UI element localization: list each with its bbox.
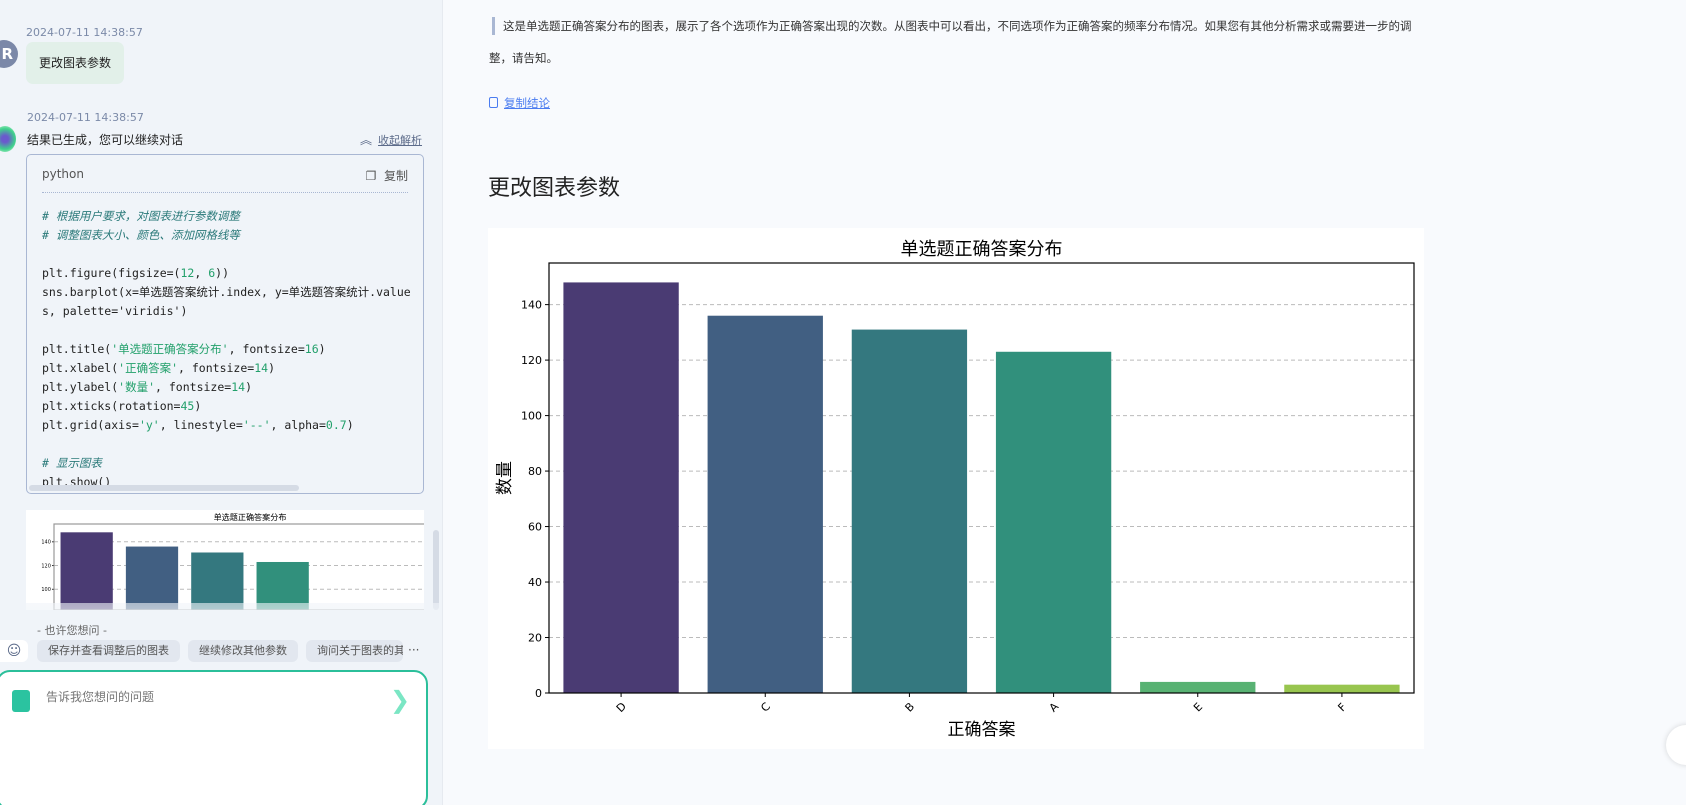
chart: 单选题正确答案分布 0 20 40 60 80 100 120 140 D C B A E F 正确答案 数量 xyxy=(488,228,1424,749)
bar-B xyxy=(191,552,244,610)
chat-panel: 2024-07-11 14:38:57 R 更改图表参数 2024-07-11 … xyxy=(0,0,443,805)
copy-code-button[interactable]: ❐ 复制 xyxy=(366,167,408,184)
copy-conclusion-label: 复制结论 xyxy=(504,96,550,110)
code-line: plt.xticks(rotation=45) xyxy=(42,399,202,413)
bar-D xyxy=(60,532,113,610)
chart-thumbnail[interactable]: 单选题正确答案分布 100 120 140 xyxy=(26,510,424,610)
chart-title: 单选题正确答案分布 xyxy=(214,512,287,522)
bar-chart-svg: 单选题正确答案分布 0 20 40 60 80 100 120 140 D C B A E F 正确答案 数量 xyxy=(495,239,1415,740)
plot-frame xyxy=(53,523,424,610)
code-line xyxy=(42,321,412,340)
code-block: python ❐ 复制 # 根据用户要求，对图表进行参数调整 # 调整图表大小、颜… xyxy=(26,154,424,494)
suggestion-chip[interactable]: 继续修改其他参数 xyxy=(188,640,298,662)
x-tick-label: B xyxy=(903,700,918,715)
bar-F xyxy=(1284,684,1400,693)
more-suggestions-icon[interactable]: ··· xyxy=(408,643,420,657)
bar-E xyxy=(1140,681,1256,693)
section-title: 更改图表参数 xyxy=(488,176,621,201)
y-tick-label: 0 xyxy=(535,687,542,700)
x-tick-label: C xyxy=(758,700,773,715)
suggestion-list: 保存并查看调整后的图表 继续修改其他参数 询问关于图表的其他问题 xyxy=(37,640,403,662)
fade-overlay xyxy=(0,603,442,643)
code-line: plt.ylabel('数量', fontsize=14) xyxy=(42,380,252,394)
copy-icon: ❐ xyxy=(365,169,377,183)
suggestion-chip[interactable]: 保存并查看调整后的图表 xyxy=(37,640,180,662)
conclusion-text-cont: 整，请告知。 xyxy=(489,51,558,65)
bar-C xyxy=(707,315,823,693)
x-tick-label: E xyxy=(1191,700,1205,714)
conclusion-text: 这是单选题正确答案分布的图表，展示了各个选项作为正确答案出现的次数。从图表中可以… xyxy=(492,17,1592,35)
x-axis-label: 正确答案 xyxy=(948,720,1016,740)
code-line: sns.barplot(x=单选题答案统计.index, y=单选题答案统计.v… xyxy=(42,285,411,318)
bot-status: 结果已生成，您可以继续对话 xyxy=(27,133,184,147)
bar-B xyxy=(851,329,968,693)
clipboard-icon xyxy=(489,97,498,108)
bot-timestamp: 2024-07-11 14:38:57 xyxy=(27,111,144,124)
bar-A xyxy=(995,351,1112,693)
plot-frame xyxy=(548,262,1415,694)
code-line xyxy=(42,245,412,264)
y-tick-label: 80 xyxy=(528,465,542,478)
code-line: plt.title('单选题正确答案分布', fontsize=16) xyxy=(42,342,326,356)
bot-avatar xyxy=(0,126,16,152)
y-tick-label: 140 xyxy=(521,299,542,312)
code-line: plt.xlabel('正确答案', fontsize=14) xyxy=(42,361,275,375)
y-tick-label: 120 xyxy=(521,354,542,367)
code-header: python ❐ 复制 xyxy=(42,167,408,193)
y-tick-label: 40 xyxy=(528,576,542,589)
user-timestamp: 2024-07-11 14:38:57 xyxy=(26,26,143,39)
code-line: # 显示图表 xyxy=(42,456,102,470)
chat-input-box: ❯ xyxy=(0,670,428,805)
user-avatar: R xyxy=(0,40,18,68)
mask-icon: ☺ xyxy=(0,640,28,662)
chevron-up-icon: ︽ xyxy=(360,133,373,147)
user-message: 更改图表参数 xyxy=(26,42,124,84)
y-axis-label: 数量 xyxy=(495,461,515,495)
y-tick-label: 100 xyxy=(41,587,50,593)
y-tick-label: 60 xyxy=(528,521,542,534)
y-tick-label: 100 xyxy=(521,410,542,423)
collapse-analysis-button[interactable]: ︽ 收起解析 xyxy=(360,131,422,148)
floating-button[interactable] xyxy=(1666,725,1686,765)
y-tick-label: 140 xyxy=(41,540,50,546)
y-tick-label: 20 xyxy=(528,632,542,645)
suggestions-title: - 也许您想问 - xyxy=(37,624,107,637)
chat-scrollbar[interactable] xyxy=(433,530,439,610)
y-tick-label: 120 xyxy=(41,563,50,569)
collapse-label: 收起解析 xyxy=(378,134,423,147)
bar-C xyxy=(125,546,179,610)
x-tick-label: A xyxy=(1047,700,1062,715)
x-tick-label: F xyxy=(1335,701,1349,715)
suggestion-chip[interactable]: 询问关于图表的其他问题 xyxy=(306,640,403,662)
code-line: # 根据用户要求，对图表进行参数调整 xyxy=(42,209,240,223)
chart-title: 单选题正确答案分布 xyxy=(901,239,1063,260)
send-icon[interactable]: ❯ xyxy=(390,686,411,714)
document-icon[interactable] xyxy=(12,690,30,712)
copy-label: 复制 xyxy=(383,169,408,183)
chart-thumbnail-svg: 单选题正确答案分布 100 120 140 xyxy=(41,512,424,610)
copy-conclusion-link[interactable]: 复制结论 xyxy=(489,95,550,111)
chat-input[interactable] xyxy=(46,690,366,704)
code-language: python xyxy=(42,167,84,181)
code-content: # 根据用户要求，对图表进行参数调整 # 调整图表大小、颜色、添加网格线等 plt… xyxy=(42,207,412,492)
bar-D xyxy=(563,282,679,693)
x-tick-label: D xyxy=(614,700,629,715)
code-line: plt.figure(figsize=(12, 6)) xyxy=(42,266,229,280)
bar-A xyxy=(256,561,309,610)
code-line: plt.grid(axis='y', linestyle='--', alpha… xyxy=(42,418,354,432)
code-line: # 调整图表大小、颜色、添加网格线等 xyxy=(42,228,240,242)
main-panel: 这是单选题正确答案分布的图表，展示了各个选项作为正确答案出现的次数。从图表中可以… xyxy=(444,0,1686,805)
code-horizontal-scrollbar[interactable] xyxy=(29,485,299,491)
code-line xyxy=(42,435,412,454)
